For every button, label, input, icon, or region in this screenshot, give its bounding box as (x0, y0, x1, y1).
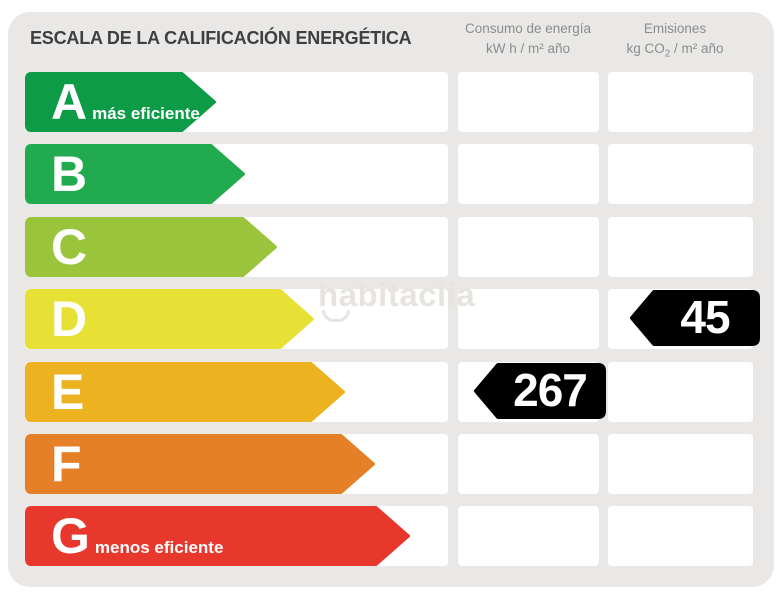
least-efficient-label: menos eficiente (94, 538, 224, 557)
column-header-consumo: Consumo de energía kW h / m² año (433, 19, 623, 60)
emisiones-value: 45 (680, 291, 730, 343)
column-header-emisiones: Emisiones kg CO2 / m² año (580, 19, 770, 62)
emisiones-cell-a (608, 72, 753, 132)
emisiones-unit-prefix: kg CO (626, 41, 665, 57)
rating-bar-arrow-c: C (25, 217, 277, 277)
consumo-cell-b (458, 144, 599, 204)
consumo-value-marker: 267 (474, 363, 606, 419)
rating-row-e: E 267 (25, 362, 754, 422)
rating-letter-a: A (51, 74, 88, 130)
emisiones-cell-e (608, 362, 753, 422)
rating-bar-arrow-e: E (25, 362, 345, 422)
emisiones-header-units: kg CO2 / m² año (580, 39, 770, 62)
rating-row-b: B (25, 144, 754, 204)
consumo-value: 267 (513, 364, 588, 416)
rating-letter-c: C (51, 219, 88, 275)
rating-row-f: F (25, 434, 754, 494)
rating-bar-arrow-f: F (25, 434, 375, 494)
rating-row-c: C (25, 217, 754, 277)
emisiones-value-marker: 45 (630, 290, 760, 346)
emisiones-header-line1: Emisiones (643, 21, 707, 36)
rating-letter-e: E (51, 364, 85, 420)
page-title: ESCALA DE LA CALIFICACIÓN ENERGÉTICA (30, 28, 412, 48)
emisiones-unit-subscript: 2 (664, 48, 671, 60)
consumo-cell-c (458, 217, 599, 277)
consumo-cell-a (458, 72, 599, 132)
emisiones-cell-c (608, 217, 753, 277)
rating-letter-b: B (51, 146, 88, 202)
consumo-header-line1: Consumo de energía (464, 21, 592, 36)
emisiones-cell-b (608, 144, 753, 204)
consumo-header-units: kW h / m² año (485, 41, 571, 57)
watermark-text: habitaclia (318, 276, 476, 313)
emisiones-cell-g (608, 506, 753, 566)
habitaclia-watermark: habitaclia (318, 276, 476, 322)
consumo-cell-g (458, 506, 599, 566)
rating-letter-g: G (51, 508, 90, 564)
emisiones-cell-f (608, 434, 753, 494)
consumo-cell-d (458, 289, 599, 349)
rating-letter-f: F (51, 436, 82, 492)
energy-scale-panel: ESCALA DE LA CALIFICACIÓN ENERGÉTICA Con… (8, 12, 774, 587)
rating-row-d: D 45 (25, 289, 760, 349)
rating-bar-arrow-b: B (25, 144, 245, 204)
most-efficient-label: más eficiente (92, 104, 200, 123)
rating-letter-d: D (51, 291, 88, 347)
rating-bar-arrow-d: D (25, 289, 314, 349)
consumo-cell-f (458, 434, 599, 494)
emisiones-unit-suffix: / m² año (670, 41, 724, 57)
